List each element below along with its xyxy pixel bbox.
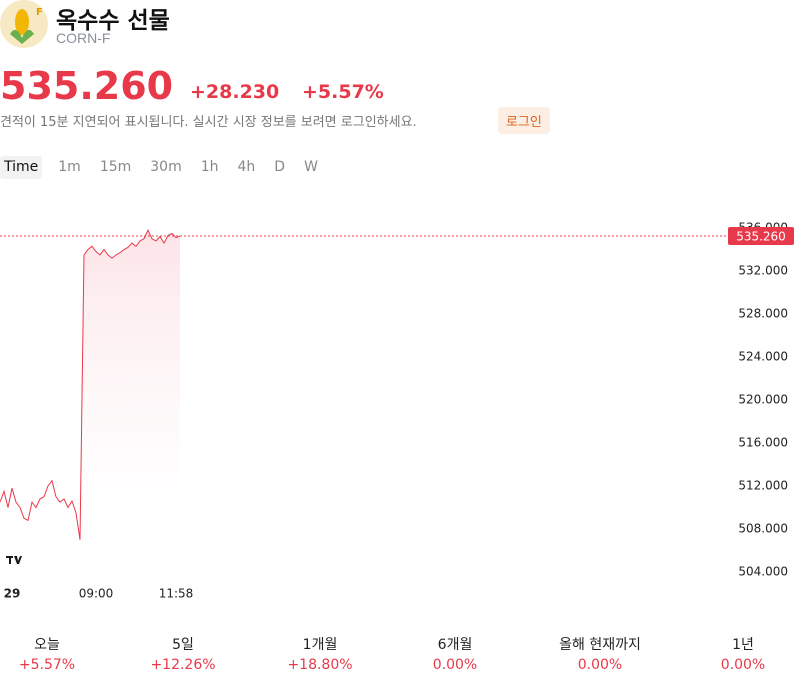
period-change: 0.00% [432, 657, 478, 673]
period-change: 0.00% [577, 657, 623, 673]
symbol: CORN-F [56, 30, 111, 46]
y-tick-label: 516.000 [738, 436, 788, 450]
period[interactable]: 1년 0.00% [668, 634, 800, 673]
timeframe-button[interactable]: 1m [58, 159, 81, 175]
x-tick-label: 09:00 [79, 587, 114, 601]
period-label: 6개월 [437, 637, 473, 653]
icon-badge: F [36, 7, 43, 18]
x-tick-label: 11:58 [159, 587, 194, 601]
y-tick-label: 520.000 [738, 393, 788, 407]
timeframe-button[interactable]: W [304, 159, 318, 175]
timeframe-button[interactable]: 1h [200, 159, 219, 175]
period-change: 0.00% [720, 657, 766, 673]
timeframe-button[interactable]: 30m [150, 159, 182, 175]
icon: F [0, 0, 48, 48]
period[interactable]: 올해 현재까지 0.00% [525, 634, 675, 673]
timeframe-button[interactable]: D [274, 159, 286, 175]
period-label: 5일 [172, 637, 194, 653]
change-pct: +5.57% [302, 81, 384, 103]
period-change: +12.26% [150, 657, 216, 673]
timeframe-button[interactable]: 15m [99, 159, 132, 175]
title: 옥수수 선물 [56, 8, 170, 34]
period[interactable]: 1개월 +18.80% [245, 634, 395, 673]
price-line [0, 228, 181, 540]
y-tick-label: 532.000 [738, 264, 788, 278]
x-tick-label: 29 [4, 587, 21, 601]
y-tick-label: 524.000 [738, 350, 788, 364]
area-fill [0, 230, 180, 572]
period[interactable]: 5일 +12.26% [108, 634, 258, 673]
last-price-tag [728, 226, 794, 245]
y-tick-label: 528.000 [738, 307, 788, 321]
period-label: 오늘 [34, 637, 60, 653]
icon-art: F [10, 7, 43, 44]
period-change: +18.80% [287, 657, 353, 673]
change: +28.230 [190, 81, 280, 103]
timeframe-button[interactable]: Time [0, 156, 43, 179]
timeframe-button[interactable]: 4h [237, 159, 256, 175]
login-button[interactable]: 로그인 [498, 107, 550, 134]
period[interactable]: 6개월 0.00% [380, 634, 530, 673]
period-label: 올해 현재까지 [559, 637, 641, 653]
period[interactable]: 오늘 +5.57% [0, 634, 122, 673]
y-tick-label: 504.000 [738, 565, 788, 579]
period-label: 1개월 [302, 637, 338, 653]
chart: 504.000 508.000 512.000 516.000 520.000 524.0… [0, 221, 794, 601]
y-tick-label: 512.000 [738, 479, 788, 493]
price: 535.260 [0, 64, 174, 108]
period-change: +5.57% [18, 657, 76, 673]
y-tick-label: 508.000 [738, 522, 788, 536]
notice: 견적이 15분 지연되어 표시됩니다. 실시간 시장 정보를 보려면 로그인하세… [0, 115, 417, 130]
timeframes: Time 1m 15m 30m 1h 4h D W [0, 156, 329, 179]
last-price-label: 535.260 [736, 229, 786, 243]
period-label: 1년 [732, 637, 754, 653]
